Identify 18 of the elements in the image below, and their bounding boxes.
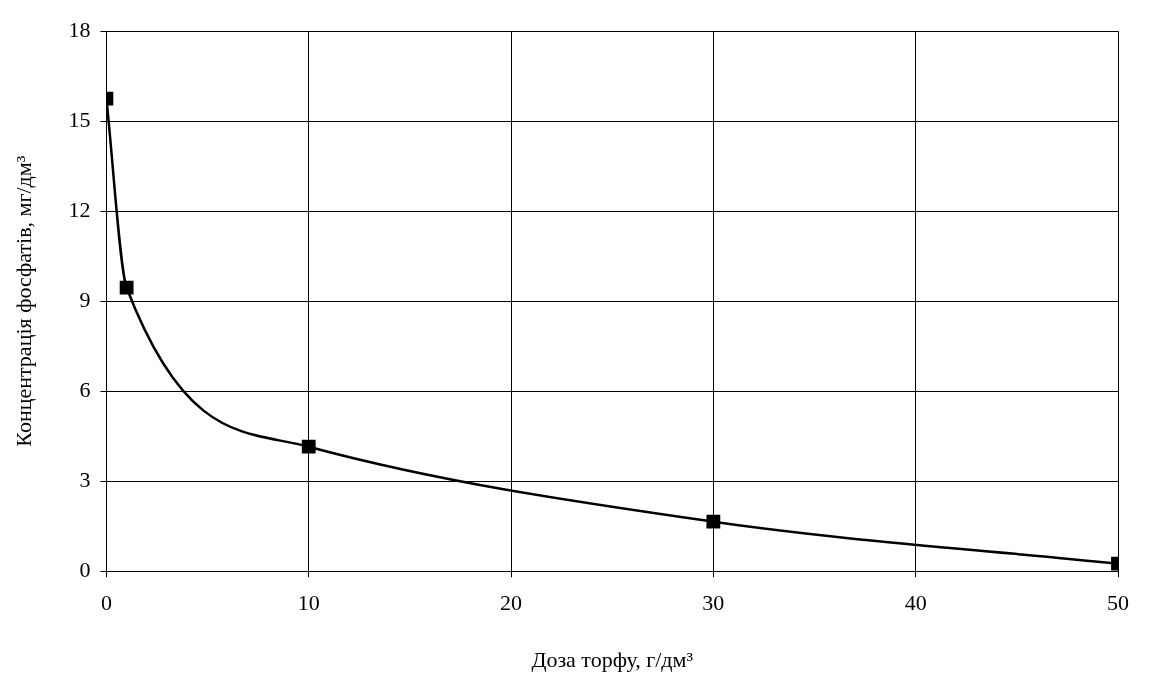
point: [706, 514, 721, 529]
y-axis-title: Концентрація фосфатів, мг/дм³: [10, 155, 36, 447]
y-tick-label: 3: [79, 466, 91, 492]
y-tick-label: 9: [79, 286, 91, 312]
point: [301, 439, 316, 454]
x-tick-label: 30: [702, 590, 725, 616]
x-tick-label: 50: [1107, 590, 1129, 616]
x-tick-label: 40: [904, 590, 927, 616]
x-tick-label: 20: [500, 590, 523, 616]
x-axis-title: Доза торфу, г/дм³: [531, 646, 694, 672]
x-tick-label: 0: [100, 590, 112, 616]
y-tick-label: 18: [68, 16, 91, 42]
y-tick-label: 12: [68, 196, 91, 222]
y-tick-label: 6: [79, 376, 91, 402]
y-tick-label: 15: [68, 106, 91, 132]
x-tick-label: 10: [297, 590, 320, 616]
y-tick-label: 0: [79, 556, 91, 582]
point: [119, 280, 134, 295]
